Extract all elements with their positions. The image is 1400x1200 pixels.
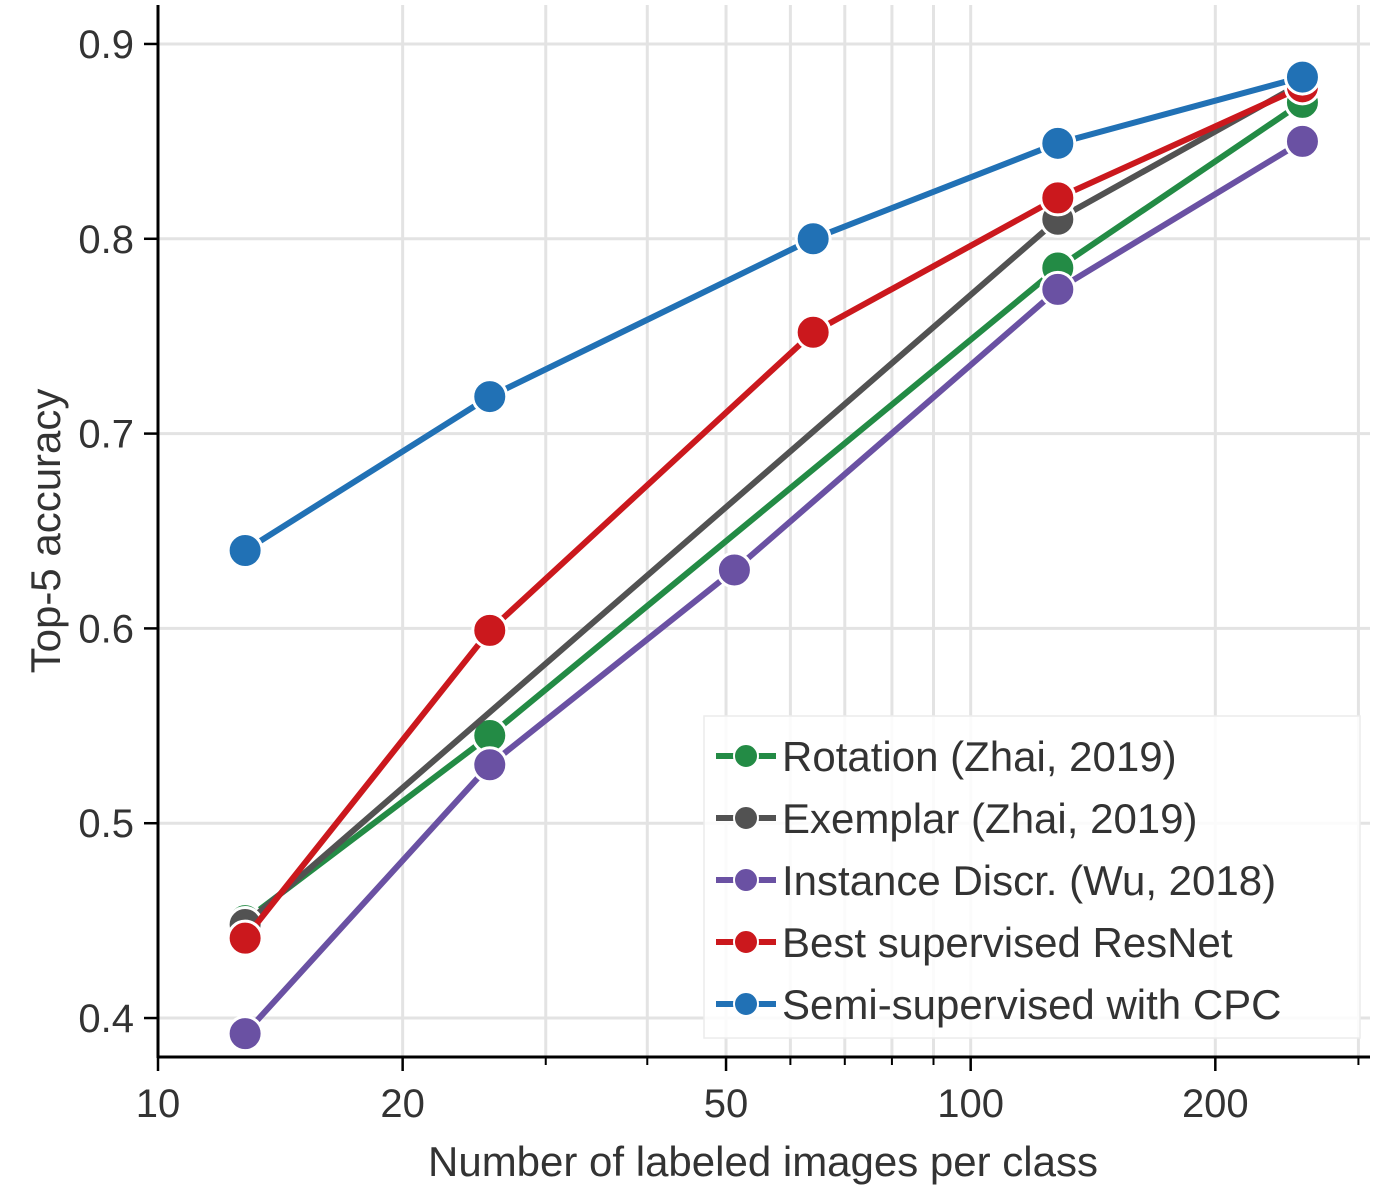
legend-item: Instance Discr. (Wu, 2018) bbox=[716, 857, 1276, 904]
legend-item: Best supervised ResNet bbox=[716, 919, 1233, 966]
legend-swatch-marker bbox=[733, 991, 759, 1017]
axes: 10 20 50 100 200 0.4 0.5 0.6 0.7 0.8 0.9 bbox=[78, 5, 1370, 1126]
data-point bbox=[1283, 122, 1321, 160]
series-line bbox=[242, 99, 1306, 924]
y-tick-label: 0.4 bbox=[78, 997, 134, 1041]
legend-item: Exemplar (Zhai, 2019) bbox=[716, 795, 1198, 842]
x-tick-label: 20 bbox=[380, 1082, 425, 1126]
legend-label: Exemplar (Zhai, 2019) bbox=[782, 795, 1198, 842]
data-point bbox=[715, 551, 753, 589]
x-tick-label: 50 bbox=[704, 1082, 749, 1126]
data-point bbox=[226, 1015, 264, 1053]
data-point bbox=[226, 919, 264, 957]
data-point bbox=[471, 746, 509, 784]
legend-swatch-marker bbox=[733, 929, 759, 955]
legend: Rotation (Zhai, 2019) Exemplar (Zhai, 201… bbox=[703, 715, 1361, 1039]
legend-swatch-marker bbox=[733, 743, 759, 769]
series-semi-supervised-with-cpc bbox=[226, 58, 1321, 569]
series-group bbox=[226, 58, 1321, 1053]
data-point bbox=[1039, 270, 1077, 308]
legend-swatch-marker bbox=[733, 805, 759, 831]
data-point bbox=[794, 220, 832, 258]
legend-box bbox=[703, 715, 1361, 1039]
x-tick-label: 100 bbox=[937, 1082, 1004, 1126]
legend-swatch-marker bbox=[733, 867, 759, 893]
legend-label: Rotation (Zhai, 2019) bbox=[782, 733, 1177, 780]
legend-item: Semi-supervised with CPC bbox=[716, 981, 1282, 1028]
x-tick-label: 200 bbox=[1182, 1082, 1249, 1126]
y-tick-label: 0.6 bbox=[78, 607, 134, 651]
data-point bbox=[226, 531, 264, 569]
data-point bbox=[471, 611, 509, 649]
data-point bbox=[1039, 179, 1077, 217]
y-tick-label: 0.7 bbox=[78, 413, 134, 457]
y-axis-title: Top-5 accuracy bbox=[22, 389, 69, 674]
series-instance-discr-wu-2018 bbox=[226, 122, 1321, 1053]
y-tick-label: 0.9 bbox=[78, 23, 134, 67]
data-point bbox=[794, 313, 832, 351]
legend-item: Rotation (Zhai, 2019) bbox=[716, 733, 1177, 780]
data-point bbox=[1039, 124, 1077, 162]
data-point bbox=[1283, 58, 1321, 96]
y-tick-label: 0.8 bbox=[78, 218, 134, 262]
legend-label: Semi-supervised with CPC bbox=[782, 981, 1282, 1028]
x-axis-title: Number of labeled images per class bbox=[428, 1138, 1098, 1185]
legend-label: Best supervised ResNet bbox=[782, 919, 1233, 966]
y-tick-label: 0.5 bbox=[78, 802, 134, 846]
x-tick-label: 10 bbox=[136, 1082, 181, 1126]
legend-label: Instance Discr. (Wu, 2018) bbox=[782, 857, 1276, 904]
data-point bbox=[471, 378, 509, 416]
